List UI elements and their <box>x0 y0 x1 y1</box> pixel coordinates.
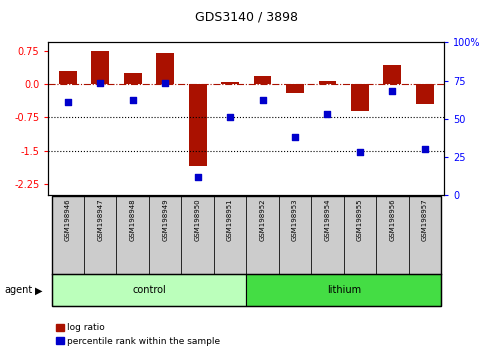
Text: GSM198956: GSM198956 <box>389 198 396 241</box>
Text: GSM198947: GSM198947 <box>97 198 103 241</box>
Point <box>226 115 234 120</box>
Bar <box>254 75 271 84</box>
Bar <box>156 53 174 84</box>
Point <box>356 149 364 155</box>
Point <box>421 147 429 152</box>
Text: GSM198957: GSM198957 <box>422 198 428 241</box>
Text: GSM198950: GSM198950 <box>195 198 200 241</box>
Bar <box>384 64 401 84</box>
Text: lithium: lithium <box>327 285 361 295</box>
Point <box>64 99 71 104</box>
Bar <box>221 82 239 84</box>
Bar <box>351 84 369 111</box>
Text: GDS3140 / 3898: GDS3140 / 3898 <box>195 10 298 23</box>
Text: GSM198951: GSM198951 <box>227 198 233 241</box>
Text: GSM198953: GSM198953 <box>292 198 298 241</box>
Text: GSM198952: GSM198952 <box>259 198 266 241</box>
Bar <box>124 73 142 84</box>
Point <box>97 80 104 86</box>
Bar <box>189 84 207 166</box>
Bar <box>286 84 304 93</box>
Text: GSM198949: GSM198949 <box>162 198 168 241</box>
Point <box>324 111 331 116</box>
Point <box>161 80 169 86</box>
Bar <box>91 51 109 84</box>
Legend: log ratio, percentile rank within the sample: log ratio, percentile rank within the sa… <box>53 320 224 349</box>
Point <box>388 88 396 94</box>
Text: agent: agent <box>5 285 33 295</box>
Text: GSM198946: GSM198946 <box>65 198 71 241</box>
Text: ▶: ▶ <box>35 285 43 295</box>
Text: GSM198955: GSM198955 <box>357 198 363 241</box>
Bar <box>59 71 77 84</box>
Point <box>259 97 267 103</box>
Point <box>194 174 201 180</box>
Text: GSM198954: GSM198954 <box>325 198 330 241</box>
Text: control: control <box>132 285 166 295</box>
Bar <box>319 81 337 84</box>
Point <box>129 97 137 103</box>
Text: GSM198948: GSM198948 <box>130 198 136 241</box>
Point <box>291 135 299 140</box>
Bar <box>416 84 434 104</box>
